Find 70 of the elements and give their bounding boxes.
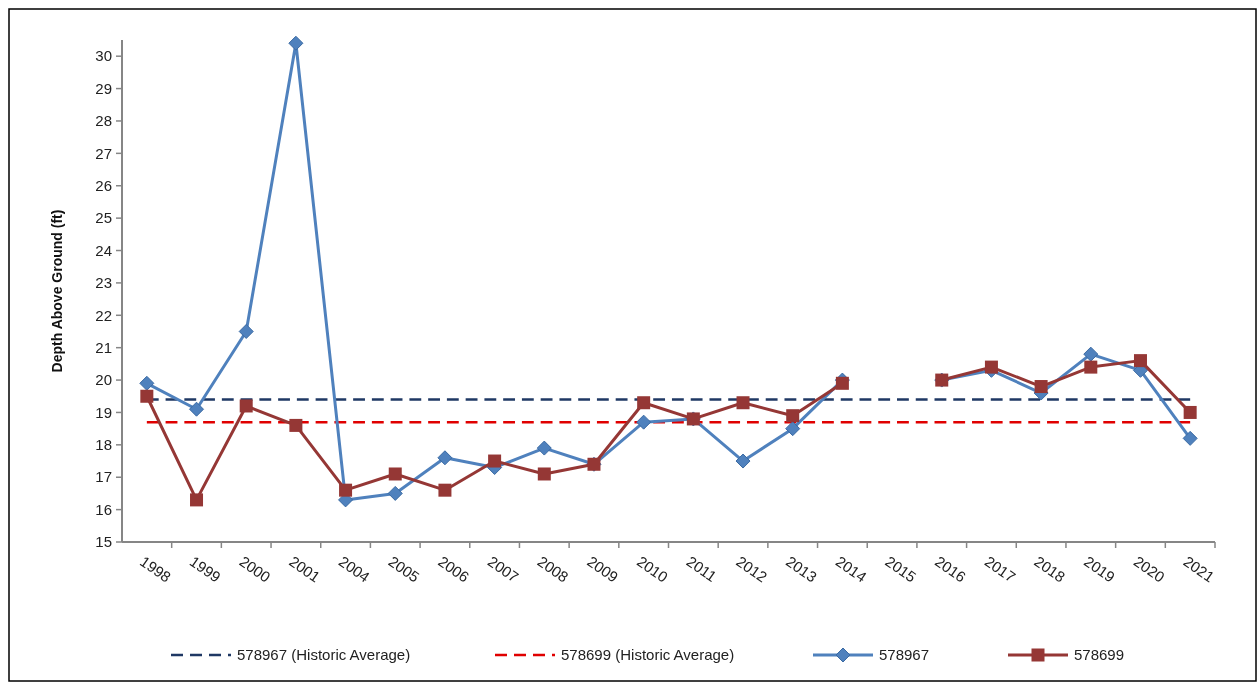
point [537,467,551,481]
y-tick-label: 30 [95,47,112,65]
y-tick-label: 28 [95,112,112,130]
y-tick-label: 17 [95,468,112,486]
point [339,483,353,497]
y-tick-label: 23 [95,274,112,292]
legend-label: 578699 [1074,646,1125,664]
y-tick-label: 21 [95,338,112,356]
y-tick-label: 18 [95,436,112,454]
point [488,454,502,468]
y-tick-label: 29 [95,79,112,97]
point [140,389,154,403]
point [1182,430,1198,446]
point [536,440,552,456]
x-tick-label: 2018 [1031,552,1069,586]
y-tick-label: 16 [95,500,112,518]
point [984,360,998,374]
point [637,396,651,410]
y-tick-label: 26 [95,176,112,194]
x-tick-label: 2000 [236,552,274,586]
point [238,323,254,339]
y-tick-label: 25 [95,209,112,227]
point [1083,346,1099,362]
legend-label: 578967 (Historic Average) [237,646,411,664]
x-tick-label: 2008 [534,552,572,586]
y-tick-label: 20 [95,371,112,389]
y-tick-label: 22 [95,306,112,324]
x-tick-label: 2017 [981,552,1019,586]
point [786,409,800,423]
x-tick-label: 2010 [633,552,672,586]
point [139,375,155,391]
y-tick-label: 24 [95,241,112,259]
point [239,399,253,413]
point [785,421,801,437]
x-tick-label: 2020 [1130,552,1168,586]
x-tick-label: 2013 [782,552,821,586]
y-axis-title: Depth Above Ground (ft) [49,209,65,373]
point [835,376,849,390]
point [189,401,205,417]
point [1084,360,1098,374]
x-tick-label: 2019 [1081,552,1119,586]
point [736,396,750,410]
x-tick-label: 2004 [335,552,373,586]
point [289,418,303,432]
legend-label: 578967 [879,646,930,664]
x-tick-label: 2009 [584,552,622,586]
point [735,453,751,469]
x-tick-label: 2005 [385,552,423,586]
point [388,467,402,481]
point [190,493,204,507]
x-tick-label: 2016 [932,552,970,586]
y-tick-label: 19 [95,403,112,421]
point [1133,354,1147,368]
point [1183,405,1197,419]
x-tick-label: 1999 [186,552,224,586]
x-tick-label: 2011 [683,552,720,585]
point [636,414,652,430]
point [387,485,403,501]
x-tick-label: 2006 [435,552,473,586]
y-tick-label: 27 [95,144,112,162]
x-tick-label: 1998 [137,552,175,586]
legend-label: 578699 (Historic Average) [561,646,735,664]
x-tick-label: 2014 [832,552,870,586]
point [438,483,452,497]
y-tick-label: 15 [95,533,112,551]
point [288,35,304,51]
x-tick-label: 2015 [882,552,920,586]
point [437,450,453,466]
x-tick-label: 2007 [484,552,522,586]
point [1034,380,1048,394]
